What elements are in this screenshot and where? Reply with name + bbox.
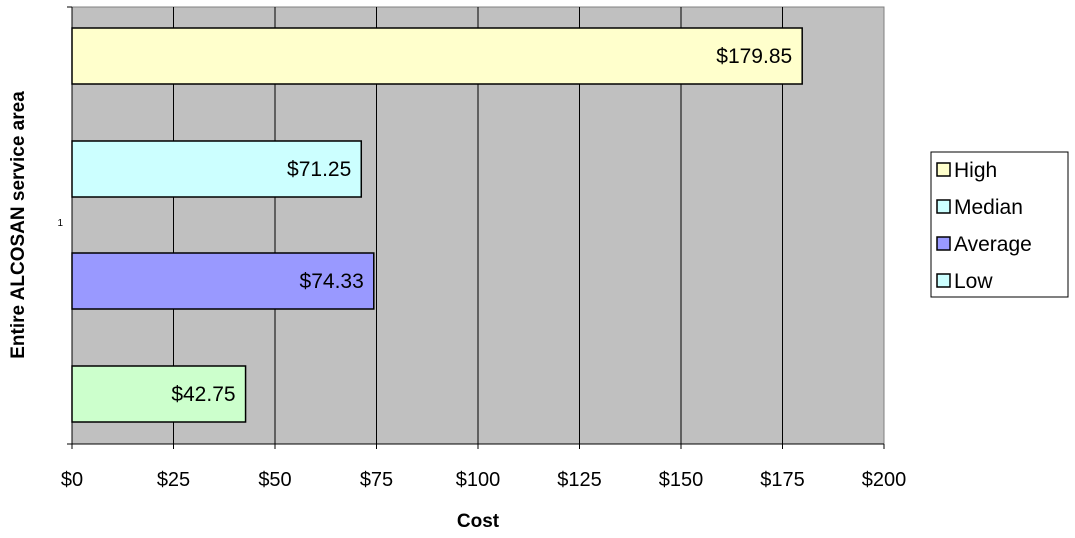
legend-swatch-low — [936, 273, 951, 288]
x-tick-label: $25 — [157, 469, 190, 491]
bars — [71, 27, 803, 423]
legend-swatch-high — [936, 162, 951, 177]
data-label-high: $179.85 — [716, 45, 792, 68]
x-axis-title: Cost — [457, 511, 500, 532]
x-tick-label: $125 — [557, 469, 602, 491]
data-label-median: $71.25 — [287, 158, 351, 181]
x-tick-label: $75 — [360, 469, 393, 491]
category-tick-label: 1 — [57, 218, 63, 229]
bar-median — [71, 140, 363, 198]
x-tick-label: $100 — [456, 469, 501, 491]
x-tick-label: $175 — [760, 469, 805, 491]
legend-swatch-average — [936, 236, 951, 251]
bar-low — [71, 365, 247, 423]
data-label-average: $74.33 — [300, 270, 364, 293]
x-tick-label: $50 — [258, 469, 291, 491]
legend-label-low: Low — [954, 270, 993, 293]
legend-label-high: High — [954, 159, 997, 182]
legend-box — [930, 151, 1069, 298]
legend-label-median: Median — [954, 196, 1023, 219]
data-label-low: $42.75 — [171, 383, 235, 406]
legend-label-average: Average — [954, 233, 1032, 256]
x-tick-label: $0 — [61, 469, 83, 491]
x-axis-ticks: $0 $25 $50 $75 $100 $125 $150 $175 $200 — [61, 444, 906, 491]
x-tick-label: $200 — [862, 469, 907, 491]
legend: High Median Average Low — [930, 151, 1069, 298]
y-axis-title: Entire ALCOSAN service area — [8, 91, 29, 359]
bar-high — [71, 27, 803, 85]
legend-swatch-median — [936, 199, 951, 214]
bar-labels: $179.85 $71.25 $74.33 $42.75 — [171, 45, 792, 406]
x-tick-label: $150 — [659, 469, 704, 491]
